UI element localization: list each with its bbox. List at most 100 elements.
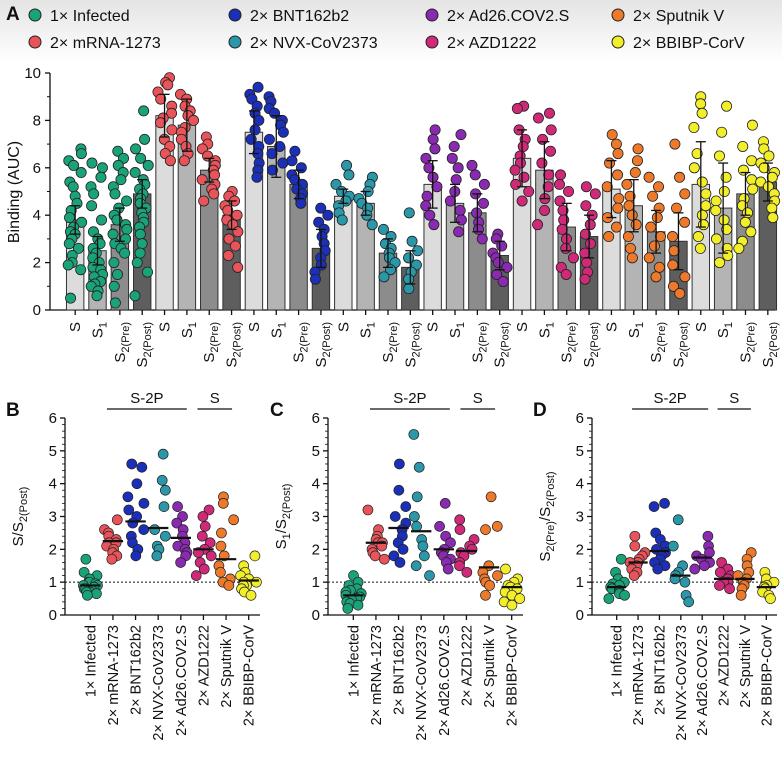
data-point xyxy=(612,202,624,214)
x-tick-label: S1 xyxy=(447,322,467,338)
data-point xyxy=(742,207,754,219)
legend-marker xyxy=(425,35,439,49)
x-tick-label: S1 xyxy=(268,322,288,338)
data-point xyxy=(400,501,412,512)
data-point xyxy=(418,550,430,562)
data-point xyxy=(134,228,146,240)
legend-label: 1× Infected xyxy=(50,8,130,25)
legend-label: 2× NVX-CoV2373 xyxy=(250,35,378,52)
y-tick-label: 3 xyxy=(576,509,584,526)
bracket-label: S-2P xyxy=(393,390,426,407)
data-point xyxy=(722,249,734,261)
x-tick-label: S xyxy=(67,322,84,332)
x-tick-label: 2× Sputnik V xyxy=(738,625,754,708)
data-point xyxy=(162,79,174,91)
data-point xyxy=(245,589,257,601)
data-point xyxy=(378,553,390,565)
data-point xyxy=(655,231,667,243)
data-point xyxy=(700,200,712,212)
legend-marker xyxy=(28,8,42,22)
data-point xyxy=(629,540,641,552)
data-point xyxy=(694,242,706,254)
y-tick-label: 1 xyxy=(49,574,57,591)
data-point xyxy=(695,98,707,110)
data-point xyxy=(581,257,593,269)
data-point xyxy=(696,176,708,188)
data-point xyxy=(295,197,307,209)
data-point xyxy=(537,133,549,145)
data-point xyxy=(632,143,644,155)
data-point xyxy=(406,235,418,247)
data-point xyxy=(532,219,544,231)
data-point xyxy=(75,167,87,179)
data-point xyxy=(713,150,725,162)
data-point xyxy=(263,133,275,145)
data-point xyxy=(448,140,460,152)
data-point xyxy=(151,550,163,562)
data-point xyxy=(388,550,400,562)
data-point xyxy=(545,145,557,157)
legend-marker xyxy=(28,35,42,49)
x-tick-label: S2(Pre) xyxy=(559,322,579,363)
data-point xyxy=(215,566,226,578)
data-point xyxy=(539,204,551,216)
data-point xyxy=(417,540,429,552)
data-point xyxy=(542,181,554,193)
data-point xyxy=(560,242,572,254)
data-point xyxy=(252,81,264,93)
panel-letter-b: B xyxy=(6,400,20,421)
data-point xyxy=(222,249,234,261)
data-point xyxy=(579,273,591,285)
bracket-label: S-2P xyxy=(130,390,163,407)
y-tick-label: 0 xyxy=(49,607,57,624)
data-point xyxy=(205,550,217,562)
y-tick-label: 3 xyxy=(312,509,320,526)
y-tick-label: 8 xyxy=(33,112,41,129)
data-point xyxy=(156,475,168,486)
data-point xyxy=(108,280,120,292)
data-point xyxy=(378,271,390,283)
data-point xyxy=(485,491,497,503)
x-tick-label: 2× BNT162b2 xyxy=(392,625,408,715)
legend-label: 2× AZD1222 xyxy=(447,35,537,52)
data-point xyxy=(197,511,209,522)
panel-d-ratio-chart: 0 1 2 3 4 5 6 S2(Pre)/S2(Post) S-2P S 1× Infected 2… xyxy=(537,390,780,741)
data-point xyxy=(86,157,98,169)
data-point xyxy=(171,517,183,529)
data-point xyxy=(142,159,154,171)
data-point xyxy=(604,157,616,169)
data-point xyxy=(341,159,353,171)
x-tick-label: S xyxy=(514,322,531,332)
x-tick-label: 2× NVX-CoV2373 xyxy=(674,625,690,741)
data-point xyxy=(403,283,415,295)
data-point xyxy=(510,178,522,190)
data-point xyxy=(746,155,758,167)
data-point xyxy=(688,122,700,134)
data-point xyxy=(277,126,289,138)
data-point xyxy=(480,589,491,601)
x-tick-label: S2(Post) xyxy=(581,322,601,367)
data-point xyxy=(699,560,710,572)
data-point xyxy=(710,233,722,245)
data-point xyxy=(629,167,641,179)
data-point xyxy=(667,231,679,243)
data-point xyxy=(545,124,557,136)
x-tick-label: S1 xyxy=(626,322,646,338)
data-point xyxy=(766,202,778,214)
data-point xyxy=(439,498,451,509)
x-tick-label: 2× mRNA-1273 xyxy=(106,625,122,725)
data-point xyxy=(394,458,405,470)
data-point xyxy=(643,252,655,264)
data-point xyxy=(710,195,722,207)
data-point xyxy=(127,517,139,529)
data-point xyxy=(603,593,615,604)
data-point xyxy=(643,171,655,183)
x-tick-label: S2(Pre) xyxy=(201,322,221,363)
y-tick-label: 3 xyxy=(49,509,57,526)
data-point xyxy=(648,240,660,252)
data-point xyxy=(96,214,108,226)
x-tick-label: S2(Post) xyxy=(402,322,422,367)
data-point xyxy=(738,164,750,176)
data-point xyxy=(688,162,700,174)
